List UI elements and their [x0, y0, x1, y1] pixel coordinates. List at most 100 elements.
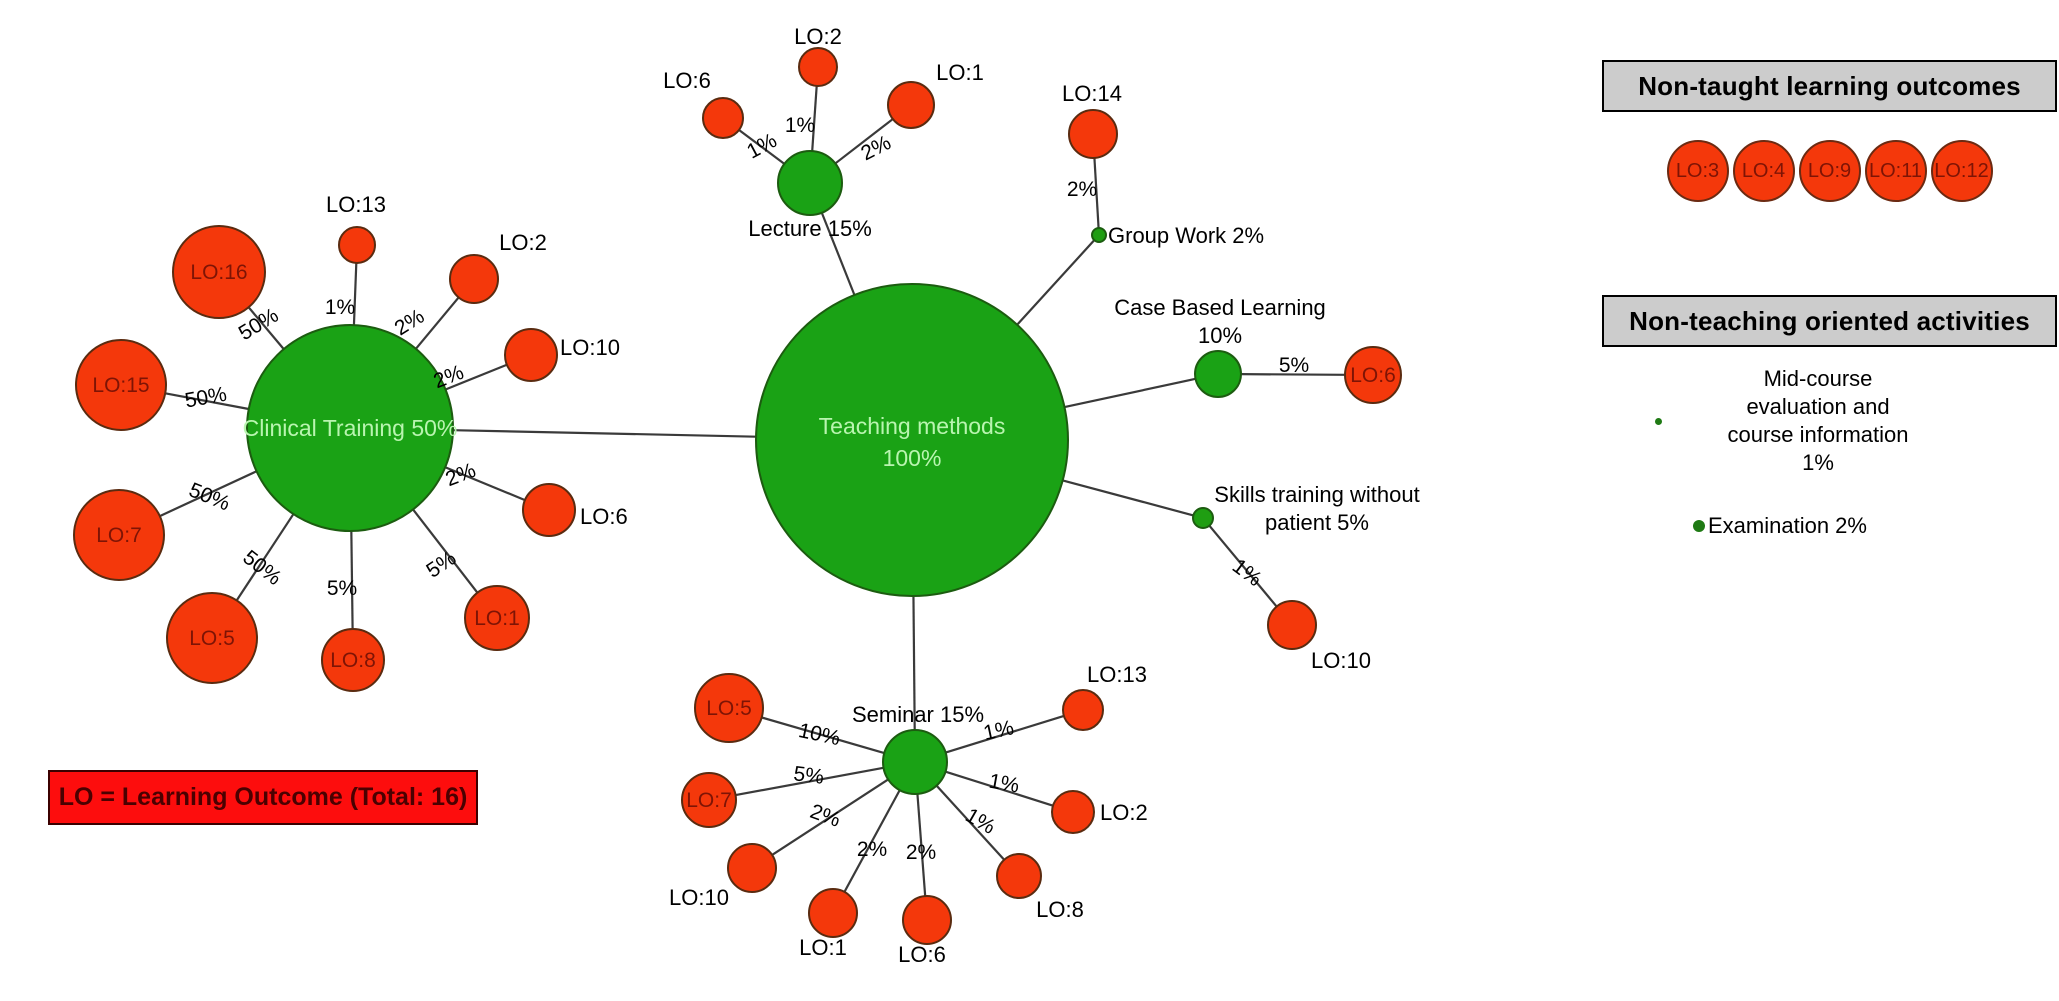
non-taught-legend-title: Non-taught learning outcomes	[1638, 70, 2021, 101]
edge-seminar-to-sem-lo1	[843, 789, 901, 893]
edge-weight-label: 2%	[442, 459, 479, 491]
lo-node-label: LO:6	[580, 504, 628, 529]
lo-node-LO-13[interactable]	[1062, 689, 1104, 731]
edge-weight-label: 1%	[961, 804, 999, 839]
lo-node-LO-6[interactable]	[1344, 346, 1402, 404]
edge-clinical-to-ct-lo8	[350, 530, 354, 630]
non-taught-lo-list: LO:3 LO:4 LO:9 LO:11 LO:12	[1602, 140, 2057, 202]
edge-clinical-to-ct-lo13	[352, 262, 358, 326]
lo-node-LO-8[interactable]	[321, 628, 385, 692]
lo-node-LO-7[interactable]	[73, 489, 165, 581]
lo-node-LO-8[interactable]	[996, 853, 1042, 899]
method-label-skills: Skills training without	[1214, 482, 1419, 507]
lo-node-LO-13[interactable]	[338, 226, 376, 264]
lo-node-LO-5[interactable]	[166, 592, 258, 684]
lo-node-LO-10[interactable]	[727, 843, 777, 893]
method-node-groupwork[interactable]	[1091, 227, 1107, 243]
lo-node-label: LO:10	[1311, 648, 1371, 673]
method-node-seminar[interactable]	[882, 729, 948, 795]
method-node-label-clinical: Clinical Training 50%	[243, 415, 458, 441]
lo-node-LO-6[interactable]	[522, 483, 576, 537]
lo-node-label: LO:2	[499, 230, 547, 255]
lo-node-LO-15[interactable]	[75, 339, 167, 431]
edge-lecture-to-lec-lo2	[811, 85, 818, 152]
non-taught-lo-LO-12[interactable]: LO:12	[1930, 140, 1993, 202]
method-label-groupwork: Group Work 2%	[1108, 223, 1264, 248]
method-node-skills[interactable]	[1192, 507, 1214, 529]
lo-node-label: LO:13	[1087, 662, 1147, 687]
edges-layer	[159, 85, 1346, 897]
lo-node-LO-1[interactable]	[887, 81, 935, 129]
lo-node-LO-2[interactable]	[1051, 790, 1095, 834]
edge-root-to-skills	[1062, 479, 1194, 517]
edge-weight-label: 5%	[422, 547, 460, 583]
lo-total-legend: LO = Learning Outcome (Total: 16)	[48, 770, 478, 825]
edge-weight-label: 5%	[327, 577, 357, 600]
lo-node-LO-16[interactable]	[172, 225, 266, 319]
method-label-cbl2: 10%	[1198, 323, 1242, 348]
edge-seminar-to-sem-lo13	[945, 714, 1065, 754]
lo-node-LO-5[interactable]	[694, 673, 764, 743]
activity-examination-label: Examination 2%	[1708, 513, 1867, 538]
method-node-clinical[interactable]	[246, 324, 454, 532]
lo-node-LO-10[interactable]	[1267, 600, 1317, 650]
activity-mid-course-evaluation: Mid-course evaluation and course informati…	[1655, 365, 2035, 478]
lo-node-label: LO:1	[799, 935, 847, 960]
edge-clinical-to-ct-lo5	[235, 513, 295, 601]
edge-clinical-to-ct-lo7	[159, 470, 258, 518]
lo-node-label: LO:10	[560, 335, 620, 360]
method-label-lecture: Lecture 15%	[748, 216, 872, 241]
edge-lecture-to-lec-lo1	[834, 118, 894, 165]
edge-cbl-to-cbl-lo6	[1240, 373, 1346, 376]
lo-node-label: LO:7	[96, 524, 142, 547]
method-label-cbl: Case Based Learning	[1114, 295, 1326, 320]
edge-root-to-clinical	[452, 429, 757, 438]
edge-weight-label: 1%	[981, 716, 1015, 745]
edge-weight-label: 5%	[1279, 354, 1309, 377]
lo-node-label: LO:10	[669, 885, 729, 910]
non-taught-lo-LO-9[interactable]: LO:9	[1798, 140, 1861, 202]
lo-node-LO-7[interactable]	[681, 772, 737, 828]
lo-node-LO-6[interactable]	[902, 895, 952, 945]
non-taught-lo-LO-4[interactable]: LO:4	[1732, 140, 1795, 202]
method-node-label-root: Teaching methods	[819, 413, 1006, 439]
activity-examination: Examination 2%	[1693, 513, 1867, 539]
edge-root-to-groupwork	[1016, 239, 1096, 326]
lo-node-LO-2[interactable]	[449, 254, 499, 304]
method-label-seminar: Seminar 15%	[852, 702, 984, 727]
non-taught-lo-LO-11[interactable]: LO:11	[1864, 140, 1927, 202]
lo-node-LO-1[interactable]	[808, 888, 858, 938]
method-node-lecture[interactable]	[777, 150, 843, 216]
edge-clinical-to-ct-lo16	[247, 306, 285, 350]
lo-node-label: LO:1	[936, 60, 984, 85]
edge-clinical-to-ct-lo1	[412, 508, 479, 594]
edge-weight-label: 50%	[186, 478, 234, 515]
method-node-root[interactable]	[755, 283, 1069, 597]
activity-mid-course-label: Mid-course evaluation and course informati…	[1727, 366, 1909, 476]
edge-seminar-to-sem-lo6	[916, 793, 927, 897]
method-node-cbl[interactable]	[1194, 350, 1242, 398]
lo-node-label: LO:8	[1036, 897, 1084, 922]
edge-weight-label: 50%	[238, 546, 285, 590]
lo-node-label: LO:2	[1100, 800, 1148, 825]
lo-node-label: LO:15	[92, 374, 149, 397]
edge-clinical-to-ct-lo6	[444, 466, 526, 502]
lo-node-LO-6[interactable]	[702, 97, 744, 139]
lo-node-label: LO:8	[330, 649, 376, 672]
edge-groupwork-to-gw-lo14	[1093, 157, 1100, 229]
non-taught-legend-header: Non-taught learning outcomes	[1602, 60, 2057, 112]
edge-weight-label: 1%	[743, 129, 781, 164]
green-dot-icon	[1655, 417, 1662, 425]
method-node-label-root: 100%	[883, 445, 942, 471]
non-teaching-legend-header: Non-teaching oriented activities	[1602, 295, 2057, 347]
lo-node-LO-14[interactable]	[1068, 109, 1118, 159]
edge-clinical-to-ct-lo10	[445, 363, 508, 391]
non-taught-lo-LO-3[interactable]: LO:3	[1666, 140, 1729, 202]
lo-node-label: LO:6	[898, 942, 946, 967]
lo-node-LO-10[interactable]	[504, 328, 558, 382]
lo-node-LO-1[interactable]	[464, 585, 530, 651]
edge-seminar-to-sem-lo2	[945, 770, 1054, 807]
lo-node-label: LO:5	[189, 627, 235, 650]
lo-node-LO-2[interactable]	[798, 47, 838, 87]
